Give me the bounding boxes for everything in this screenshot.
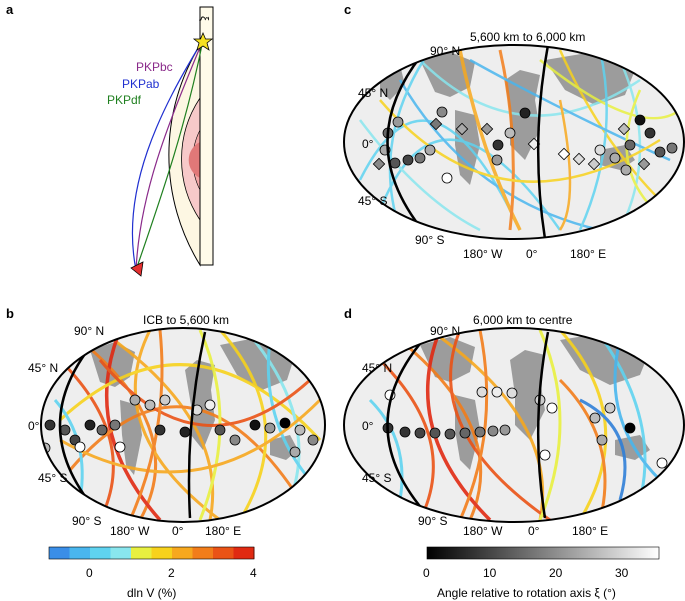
colorbar-dlnv-title: dln V (%) xyxy=(127,586,176,600)
ray-pkpab xyxy=(131,39,204,271)
map-b-lat-90n: 90° N xyxy=(74,324,104,338)
event-star-icon xyxy=(192,31,214,51)
panel-a: a ξ PKPbc PKPab PKPdf xyxy=(6,2,214,277)
colorbar-xi-gradient xyxy=(426,546,660,560)
colorbar-xi-tick-10: 10 xyxy=(483,566,497,580)
ray-pkpdf xyxy=(135,39,204,271)
map-c-lon-0: 0° xyxy=(526,247,538,261)
panel-b-title: ICB to 5,600 km xyxy=(143,313,229,327)
panel-b-label: b xyxy=(6,306,14,321)
map-b-content xyxy=(41,328,322,522)
map-b-lat-45s: 45° S xyxy=(38,471,67,485)
phase-label-pkpbc: PKPbc xyxy=(136,60,173,74)
panel-d: d 6,000 km to centre xyxy=(343,306,685,538)
map-b-lat-0: 0° xyxy=(28,419,40,433)
colorbar-dlnv-tick-2: 2 xyxy=(168,566,175,580)
xi-wedge xyxy=(199,6,214,266)
panel-b: b ICB to 5,600 km xyxy=(6,306,326,538)
map-d-lat-90n: 90° N xyxy=(430,324,460,338)
xi-label: ξ xyxy=(198,16,210,21)
map-c-lon-180w: 180° W xyxy=(463,247,503,261)
colorbar-dlnv-swatch xyxy=(69,547,91,559)
map-b-lat-90s: 90° S xyxy=(72,514,101,528)
colorbar-dlnv-swatch xyxy=(131,547,152,559)
colorbar-dlnv-tick-0: 0 xyxy=(86,566,93,580)
map-c-lon-180e: 180° E xyxy=(570,247,606,261)
map-b-lon-180e: 180° E xyxy=(205,524,241,538)
map-b-lon-0: 0° xyxy=(172,524,184,538)
panel-c-title: 5,600 km to 6,000 km xyxy=(470,30,585,44)
map-c-content xyxy=(358,45,681,239)
colorbar-dlnv-swatch xyxy=(192,547,214,559)
colorbar-dlnv-swatch xyxy=(151,547,173,559)
colorbar-xi-tick-0: 0 xyxy=(423,566,430,580)
station-triangle-icon xyxy=(130,261,144,277)
panel-a-label: a xyxy=(6,2,14,17)
map-d-lat-45s: 45° S xyxy=(362,471,391,485)
map-b-outline xyxy=(40,327,326,523)
map-d-lat-90s: 90° S xyxy=(418,514,447,528)
innermost-core xyxy=(188,142,200,178)
colorbar-xi-tick-30: 30 xyxy=(615,566,629,580)
panel-c-label: c xyxy=(344,2,351,17)
colorbar-dlnv-swatch xyxy=(233,547,255,559)
colorbar-dlnv-swatch xyxy=(110,547,132,559)
map-c-lat-90s: 90° S xyxy=(415,233,444,247)
map-d-content xyxy=(368,328,668,522)
map-b-lon-180w: 180° W xyxy=(110,524,150,538)
map-d-lon-0: 0° xyxy=(528,524,540,538)
colorbar-dlnv-swatch xyxy=(172,547,193,559)
map-d-lat-0: 0° xyxy=(362,419,374,433)
map-d-lat-45n: 45° N xyxy=(362,361,392,375)
colorbar-dlnv-tick-4: 4 xyxy=(250,566,257,580)
map-c-lat-90n: 90° N xyxy=(430,44,460,58)
panel-d-label: d xyxy=(344,306,352,321)
phase-label-pkpab: PKPab xyxy=(122,77,160,91)
map-d-outline xyxy=(343,327,685,523)
map-b-lat-45n: 45° N xyxy=(28,361,58,375)
colorbar-xi-tick-20: 20 xyxy=(549,566,563,580)
colorbar-dlnv-swatch xyxy=(49,547,70,559)
phase-label-pkpdf: PKPdf xyxy=(107,93,142,107)
map-c-lat-45s: 45° S xyxy=(358,194,387,208)
ray-pkpbc xyxy=(135,39,204,271)
map-c-lat-45n: 45° N xyxy=(358,86,388,100)
map-d-lon-180e: 180° E xyxy=(572,524,608,538)
map-c-lat-0: 0° xyxy=(362,137,374,151)
map-c-outline xyxy=(343,44,685,240)
panel-c: c 5,600 km to 6,000 km xyxy=(343,2,685,261)
colorbar-xi: 0 10 20 30 Angle relative to rotation ax… xyxy=(423,546,660,600)
colorbar-dlnv: 0 2 4 dln V (%) xyxy=(48,546,257,600)
colorbar-dlnv-swatch xyxy=(90,547,111,559)
panel-d-title: 6,000 km to centre xyxy=(473,313,573,327)
colorbar-dlnv-swatch xyxy=(213,547,234,559)
map-d-lon-180w: 180° W xyxy=(463,524,503,538)
colorbar-xi-title: Angle relative to rotation axis ξ (°) xyxy=(437,586,616,600)
